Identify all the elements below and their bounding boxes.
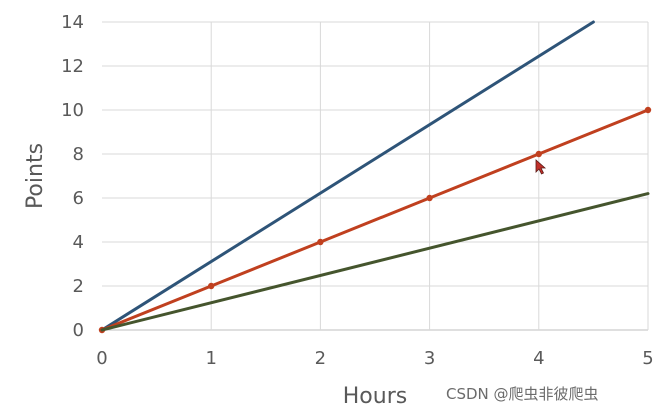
- y-axis-title: Points: [23, 143, 48, 209]
- watermark: CSDN @爬虫非彼爬虫: [446, 385, 599, 403]
- series-2-point: [317, 238, 324, 246]
- y-tick-label: 2: [73, 276, 84, 297]
- y-tick-label: 14: [61, 12, 84, 33]
- y-tick-label: 0: [73, 320, 84, 341]
- x-tick-label: 1: [205, 348, 216, 369]
- series-line-2: [100, 108, 650, 332]
- y-tick-label: 10: [61, 100, 84, 121]
- x-tick-label: 0: [96, 348, 107, 369]
- y-tick-label: 12: [61, 56, 84, 77]
- x-tick-label: 4: [533, 348, 544, 369]
- series-line-3: [100, 192, 650, 332]
- y-tick-label: 6: [73, 188, 84, 209]
- x-axis-ticks: 0 1 2 3 4 5: [96, 348, 653, 369]
- series-line-1: [100, 20, 595, 332]
- series-2-point: [535, 150, 542, 158]
- series-lines: [98, 20, 652, 334]
- y-tick-label: 8: [73, 144, 84, 165]
- series-2-point: [644, 106, 652, 114]
- y-tick-label: 4: [73, 232, 84, 253]
- grid-lines: [102, 21, 649, 331]
- series-2-point: [426, 194, 433, 202]
- series-2-point: [208, 282, 215, 290]
- x-tick-label: 5: [642, 348, 653, 369]
- x-tick-label: 3: [424, 348, 435, 369]
- x-axis-title: Hours: [343, 384, 407, 409]
- y-axis-ticks: 0 2 4 6 8 10 12 14: [61, 12, 84, 341]
- mouse-cursor-icon: [535, 159, 547, 175]
- x-tick-label: 2: [315, 348, 326, 369]
